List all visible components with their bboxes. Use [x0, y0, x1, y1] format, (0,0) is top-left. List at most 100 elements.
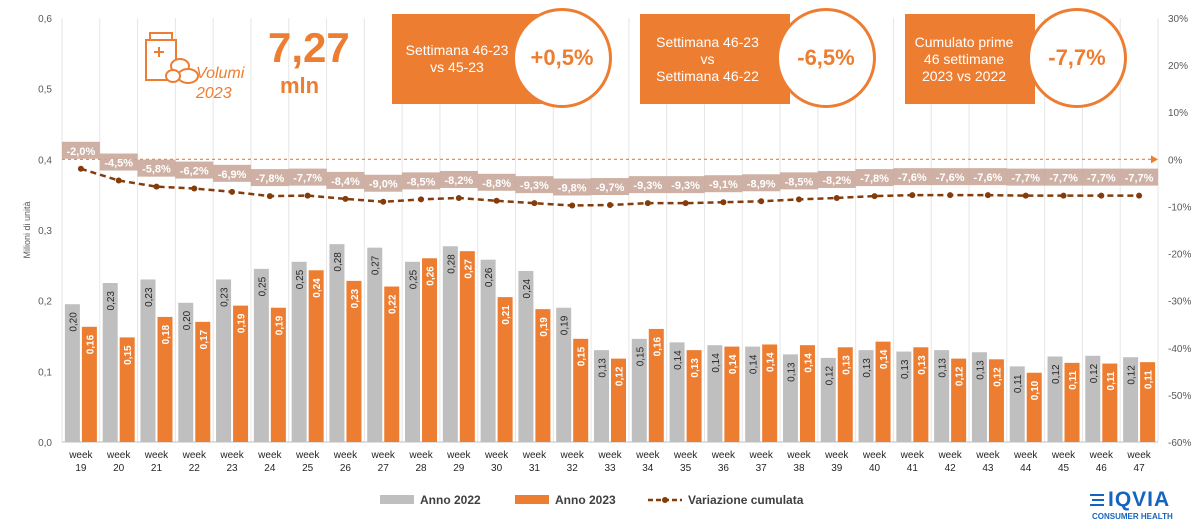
- cumulative-label-box: [61, 141, 100, 159]
- bar-2023-label: 0,15: [577, 346, 588, 366]
- y2-tick-label: -60%: [1168, 438, 1191, 449]
- bar-2023-label: 0,12: [615, 366, 626, 386]
- cumulative-point: [266, 193, 273, 200]
- bar-2022-label: 0,13: [598, 358, 609, 378]
- cumulative-label-box: [99, 153, 138, 171]
- bar-2022-label: 0,24: [522, 279, 533, 299]
- cumulative-label-box: [553, 178, 592, 196]
- bar-2022: [556, 307, 572, 442]
- cumulative-label-box: [250, 169, 289, 187]
- x-tick-label-word: week: [748, 450, 773, 461]
- kpi-box-yoy: Settimana 46-23 vs Settimana 46-22 -6,5%: [640, 8, 876, 108]
- cumulative-point: [455, 194, 462, 201]
- legend-label-cumulative: Variazione cumulata: [688, 493, 804, 507]
- bar-2022-label: 0,25: [409, 269, 420, 289]
- cumulative-label-box: [439, 170, 478, 188]
- x-tick-label-number: 31: [529, 463, 541, 474]
- cumulative-label-box: [931, 168, 970, 186]
- x-tick-label-word: week: [975, 450, 1000, 461]
- bar-2023-label: 0,17: [199, 329, 210, 349]
- x-tick-label-number: 40: [869, 463, 881, 474]
- cumulative-point: [1098, 192, 1105, 199]
- cumulative-label-box: [364, 174, 403, 192]
- cumulative-label: -9,1%: [709, 179, 738, 191]
- cumulative-point: [531, 200, 538, 207]
- y2-tick-label: -40%: [1168, 344, 1191, 355]
- cumulative-label-box: [666, 176, 705, 194]
- cumulative-point: [191, 185, 198, 192]
- cumulative-point: [909, 192, 916, 199]
- bar-2023-label: 0,23: [350, 288, 361, 308]
- cumulative-point: [644, 200, 651, 207]
- x-tick-label-word: week: [824, 450, 849, 461]
- kpi-box-cumulative: Cumulato prime 46 settimane 2023 vs 2022…: [905, 8, 1127, 108]
- cumulative-label: -9,3%: [520, 180, 549, 192]
- x-tick-label-number: 44: [1020, 463, 1032, 474]
- bar-2022-label: 0,13: [900, 359, 911, 379]
- bar-2023: [346, 280, 362, 442]
- bar-2023: [648, 328, 664, 442]
- legend-marker-cumulative: [662, 497, 668, 503]
- legend-label-2023: Anno 2023: [555, 493, 616, 507]
- x-tick-label-number: 25: [302, 463, 314, 474]
- x-tick-label-word: week: [106, 450, 131, 461]
- bar-2022-label: 0,23: [106, 291, 117, 311]
- cumulative-point: [569, 202, 576, 209]
- bar-2022: [64, 304, 80, 442]
- bar-2022-label: 0,20: [68, 312, 79, 332]
- cumulative-label: -4,5%: [104, 158, 133, 170]
- bar-2022-label: 0,13: [786, 362, 797, 382]
- medicine-box-pills-icon: [145, 32, 199, 84]
- bar-2023-label: 0,19: [237, 313, 248, 333]
- y2-tick-label: 0%: [1168, 155, 1183, 166]
- bar-2023: [951, 358, 967, 442]
- y2-tick-label: 20%: [1168, 61, 1188, 72]
- bar-2022: [405, 261, 421, 442]
- bar-2023: [119, 337, 135, 442]
- bar-2023-label: 0,14: [879, 349, 890, 369]
- cumulative-point: [984, 192, 991, 199]
- x-tick-label-word: week: [673, 450, 698, 461]
- cumulative-point: [342, 195, 349, 202]
- bar-2023: [799, 345, 815, 442]
- bar-2023: [270, 307, 286, 442]
- x-tick-label-word: week: [560, 450, 585, 461]
- legend-swatch-2022: [380, 495, 414, 504]
- logo-mark-icon: [1090, 494, 1104, 506]
- bar-2023: [988, 359, 1004, 442]
- kpi-value-weekly: +0,5%: [512, 8, 612, 108]
- bar-2023-label: 0,14: [803, 353, 814, 373]
- kpi-label-line2: 46 settimane: [923, 50, 1005, 67]
- cumulative-label-box: [742, 174, 781, 192]
- x-tick-label-word: week: [295, 450, 320, 461]
- legend-swatch-2023: [515, 495, 549, 504]
- bar-2022: [745, 346, 761, 442]
- cumulative-label: -7,6%: [974, 172, 1003, 184]
- bar-2023: [913, 347, 929, 442]
- cumulative-label: -9,7%: [596, 182, 625, 194]
- bar-2023-label: 0,13: [690, 358, 701, 378]
- bar-2023: [157, 316, 173, 442]
- legend-label-2022: Anno 2022: [420, 493, 481, 507]
- bar-2023: [195, 321, 211, 442]
- cumulative-label: -7,7%: [1011, 173, 1040, 185]
- x-tick-label-word: week: [144, 450, 169, 461]
- bar-2022: [707, 345, 723, 442]
- bar-2022: [140, 279, 156, 442]
- cumulative-label: -7,7%: [1049, 173, 1078, 185]
- cumulative-label: -8,2%: [444, 175, 473, 187]
- bar-2022: [1009, 366, 1025, 442]
- bar-2022: [518, 270, 534, 442]
- x-tick-label-word: week: [219, 450, 244, 461]
- cumulative-label: -7,6%: [898, 172, 927, 184]
- kpi-value-yoy: -6,5%: [776, 8, 876, 108]
- bar-2022-label: 0,20: [182, 310, 193, 330]
- cumulative-label-box: [817, 170, 856, 188]
- bar-2023: [724, 346, 740, 442]
- cumulative-label-box: [1006, 168, 1045, 186]
- bar-2023: [308, 270, 324, 442]
- kpi-label-line2: vs: [700, 50, 715, 67]
- cumulative-label-box: [591, 178, 629, 196]
- cumulative-point: [1136, 192, 1143, 199]
